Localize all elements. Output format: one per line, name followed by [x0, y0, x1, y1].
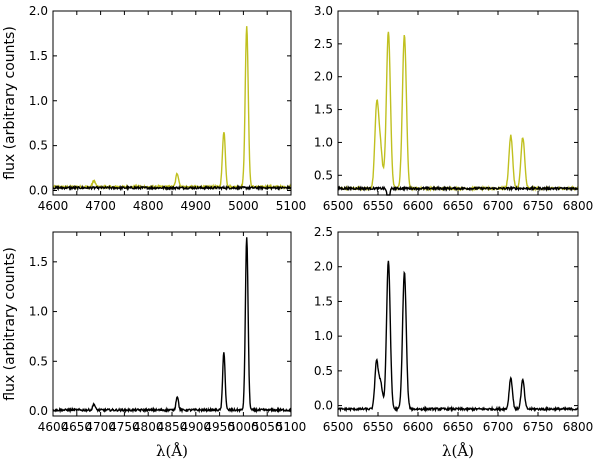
y-tick-label: 3.0 — [314, 4, 333, 18]
y-tick-label: 1.5 — [29, 49, 48, 63]
y-tick-label: 2.5 — [314, 225, 333, 239]
x-tick-label: 4700 — [85, 199, 116, 213]
x-tick-label: 5100 — [276, 199, 307, 213]
y-tick-label: 1.0 — [29, 94, 48, 108]
x-tick-label: 4850 — [157, 420, 188, 434]
x-tick-label: 6650 — [443, 420, 474, 434]
y-tick-label: 1.5 — [314, 103, 333, 117]
chart-panel-bottom-right: 6500 6550 6600 6650 6700 6750 6800 0.0 0.5 1.0 1.5… — [314, 225, 593, 460]
series-line-yellow — [337, 31, 579, 193]
x-tick-label: 6650 — [443, 199, 474, 213]
x-tick-label: 5100 — [276, 420, 307, 434]
y-tick-label: 2.0 — [314, 260, 333, 274]
x-tick-label: 6550 — [363, 199, 394, 213]
chart-panel-top-right: 6500 6550 6600 6650 6700 6750 6800 0.5 1.0 1.5 2.0… — [314, 4, 593, 213]
series-line-black — [52, 184, 292, 192]
x-tick-label: 4900 — [181, 420, 212, 434]
y-tick-label: 0.0 — [314, 399, 333, 413]
y-tick-label: 0.0 — [29, 404, 48, 418]
x-tick-label: 4800 — [133, 420, 164, 434]
y-tick-label: 2.0 — [314, 70, 333, 84]
y-tick-label: 0.5 — [29, 354, 48, 368]
series-line-yellow — [52, 26, 292, 191]
x-tick-label: 6700 — [483, 199, 514, 213]
series-line-black — [337, 184, 579, 196]
y-tick-label: 1.0 — [314, 329, 333, 343]
x-axis-label: λ(Å) — [156, 442, 188, 460]
series-line-black — [52, 237, 292, 414]
plot-frame — [52, 231, 292, 417]
x-tick-label: 5000 — [228, 199, 259, 213]
x-tick-label: 4950 — [204, 420, 235, 434]
y-tick-label: 0.0 — [29, 184, 48, 198]
y-tick-label: 1.0 — [314, 135, 333, 149]
x-tick-label: 5000 — [228, 420, 259, 434]
y-tick-label: 1.0 — [29, 305, 48, 319]
x-tick-label: 4800 — [133, 199, 164, 213]
y-tick-label: 1.5 — [314, 294, 333, 308]
x-tick-label: 6600 — [403, 420, 434, 434]
x-tick-label: 6500 — [323, 420, 354, 434]
x-tick-label: 6800 — [563, 420, 594, 434]
x-axis-label: λ(Å) — [442, 442, 474, 460]
chart-panel-bottom-left: 4600465047004750480048504900495050005050… — [2, 231, 307, 460]
y-axis-label: flux (arbitrary counts) — [2, 247, 18, 401]
x-tick-label: 6750 — [523, 420, 554, 434]
y-tick-label: 2.0 — [29, 4, 48, 18]
y-tick-label: 2.5 — [314, 37, 333, 51]
x-tick-label: 6700 — [483, 420, 514, 434]
x-tick-label: 4600 — [38, 420, 69, 434]
series-line-black — [337, 260, 579, 413]
x-tick-label: 6500 — [323, 199, 354, 213]
x-tick-label: 4650 — [62, 420, 93, 434]
x-tick-label: 6750 — [523, 199, 554, 213]
chart-panel-top-left: 4600 4700 4800 4900 5000 5100 0.0 0.5 1.0 1.5 2.0 f… — [2, 4, 306, 213]
x-tick-label: 6800 — [563, 199, 594, 213]
plot-frame — [52, 10, 292, 196]
y-tick-label: 1.5 — [29, 255, 48, 269]
x-tick-label: 4700 — [85, 420, 116, 434]
y-tick-label: 0.5 — [314, 364, 333, 378]
x-tick-label: 5050 — [252, 420, 283, 434]
x-tick-label: 6550 — [363, 420, 394, 434]
y-tick-label: 0.5 — [29, 139, 48, 153]
y-axis-label: flux (arbitrary counts) — [2, 26, 18, 180]
x-tick-label: 6600 — [403, 199, 434, 213]
x-tick-label: 4900 — [181, 199, 212, 213]
x-tick-label: 4600 — [38, 199, 69, 213]
x-tick-label: 4750 — [109, 420, 140, 434]
y-tick-label: 0.5 — [314, 168, 333, 182]
